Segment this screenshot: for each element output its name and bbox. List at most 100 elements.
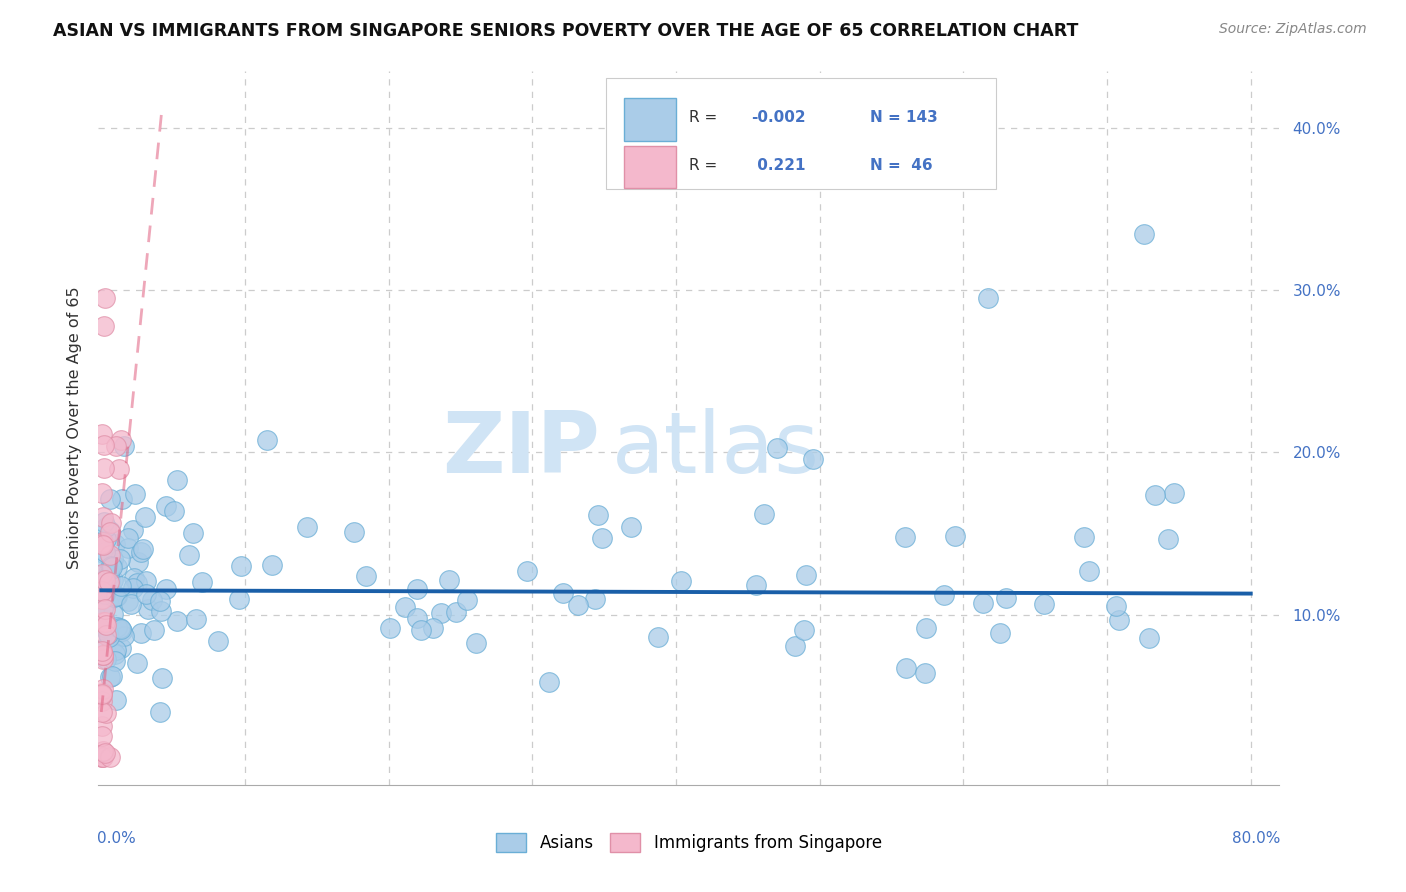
Point [94,706,117,720]
Point [112,439,135,453]
Text: -0.002: -0.002 [752,111,806,125]
Point [166,615,188,629]
Point [104,654,127,668]
Text: R =: R = [689,111,723,125]
Point [98,750,121,764]
Point [537,675,560,690]
Point [103,537,125,551]
Point [93,461,115,475]
Point [112,629,135,643]
Point [93,292,115,306]
Point [98,563,121,577]
Point [150,671,173,685]
Point [117,593,139,607]
Point [91,750,114,764]
Point [93,438,115,452]
Point [671,574,693,589]
Point [100,516,122,530]
Point [142,623,165,637]
Text: N = 143: N = 143 [870,111,938,125]
Point [553,586,575,600]
Point [90,705,112,719]
Point [110,622,132,636]
Point [446,605,468,619]
Point [456,592,478,607]
Point [110,641,132,656]
Point [297,520,319,534]
Point [91,602,114,616]
Point [98,571,121,585]
Point [91,538,114,552]
Point [794,568,817,582]
Point [91,584,114,599]
Point [343,524,366,539]
Point [101,607,124,621]
Point [91,686,114,700]
Point [91,643,114,657]
Point [91,536,114,550]
Point [1032,598,1054,612]
Point [1157,533,1180,547]
Point [100,558,122,573]
Point [90,566,112,581]
Text: atlas: atlas [612,408,820,491]
Text: R =: R = [689,158,723,173]
Legend: Asians, Immigrants from Singapore: Asians, Immigrants from Singapore [489,826,889,859]
Point [583,592,606,607]
Point [100,560,122,574]
Point [406,582,429,596]
Point [93,648,115,663]
Point [91,651,114,665]
Point [1143,488,1166,502]
Point [1104,599,1126,613]
Point [256,433,278,447]
Point [181,525,204,540]
Point [91,747,114,762]
Point [98,574,121,589]
Point [184,612,207,626]
Point [91,486,114,500]
Point [93,610,115,624]
Point [149,594,172,608]
Point [94,618,117,632]
Point [94,573,117,587]
Point [1137,631,1160,645]
Point [934,588,956,602]
Point [100,555,122,569]
Point [405,610,427,624]
Point [97,594,120,608]
Point [91,426,114,441]
Point [94,652,117,666]
Point [155,582,177,597]
Point [100,669,122,683]
Point [91,615,114,629]
Point [1073,530,1095,544]
Point [190,575,212,590]
Point [96,628,118,642]
Point [177,548,200,562]
Point [356,568,378,582]
Point [91,546,114,560]
Point [94,641,117,656]
Point [125,576,148,591]
Point [90,687,112,701]
Point [91,744,114,758]
Point [100,548,122,562]
Point [122,524,145,538]
Point [91,591,114,606]
Point [110,579,132,593]
Point [1133,227,1156,241]
Point [90,689,112,703]
Point [110,433,132,447]
Point [111,624,134,638]
Point [93,577,115,591]
Point [894,530,917,544]
Point [207,634,229,648]
Point [752,508,775,522]
Point [131,626,153,640]
Point [129,545,152,559]
Point [516,564,538,578]
Point [155,500,177,514]
Point [91,648,114,663]
Point [994,591,1017,605]
